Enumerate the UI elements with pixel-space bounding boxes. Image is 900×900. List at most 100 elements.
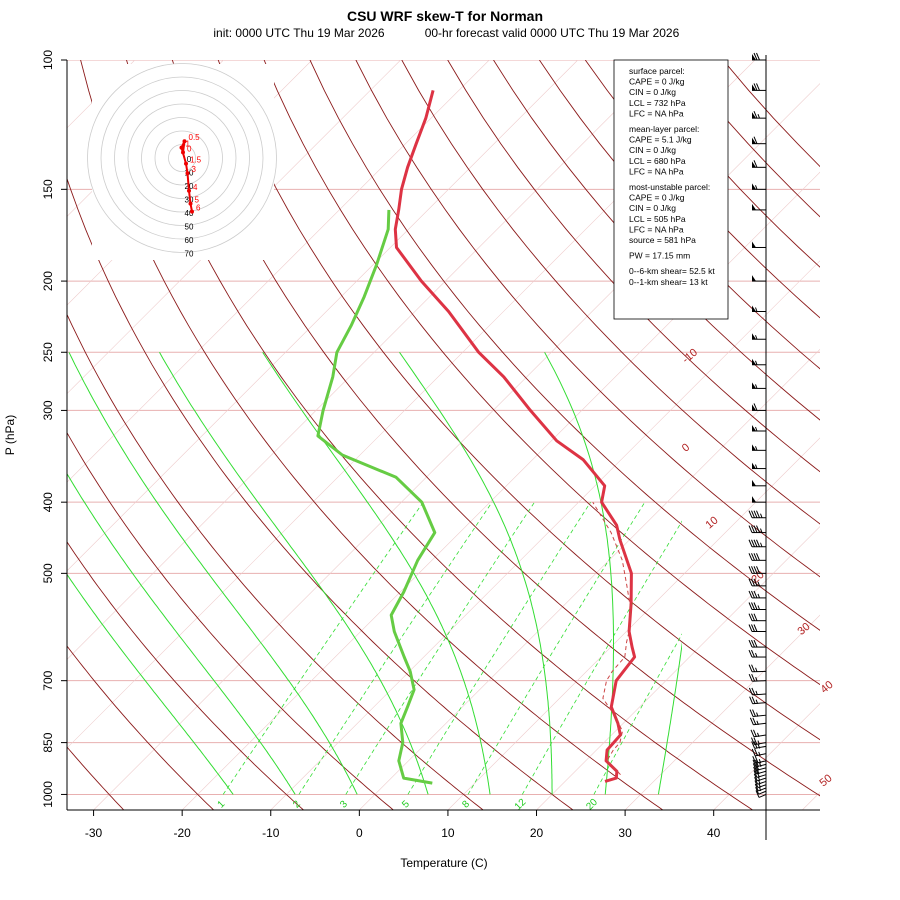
parcel-info-line: LCL = 732 hPa: [629, 98, 686, 108]
moist-adiabat: [67, 573, 234, 795]
dewpoint-profile: [316, 209, 437, 785]
skew-guide-line: [447, 437, 820, 810]
parcel-info-line: most-unstable parcel:: [629, 182, 710, 192]
hodograph-ring: [154, 130, 210, 186]
skew-guide-line: [536, 526, 820, 810]
wind-barb: [748, 664, 767, 673]
hodograph-point-label: 5: [195, 196, 200, 205]
wind-barb: [752, 358, 766, 366]
wind-barb: [748, 539, 766, 548]
wind-barb: [752, 52, 766, 61]
hodograph-point-label: 0.5: [189, 133, 201, 142]
wind-barb: [749, 717, 767, 726]
parcel-info-line: LFC = NA hPa: [629, 166, 684, 176]
y-tick-label: 150: [41, 179, 55, 199]
y-tick-label: 1000: [41, 781, 55, 808]
wind-barb: [749, 709, 767, 718]
hodograph-ring-label: 0: [187, 155, 192, 164]
hodograph-point: [184, 161, 188, 166]
moist-adiabat: [657, 641, 682, 795]
wind-barbs: [748, 52, 767, 840]
hodograph-point-label: 6: [196, 204, 201, 213]
wind-barb: [752, 462, 766, 470]
moist-adiabat: [262, 352, 491, 795]
y-tick-label: 500: [41, 563, 55, 583]
chart-subtitle-init: init: 0000 UTC Thu 19 Mar 2026: [213, 26, 385, 40]
dry-adiabat: [401, 60, 820, 525]
moist-adiabat: [159, 352, 429, 795]
mixing-ratio-line: [407, 501, 591, 795]
profile-clip: [316, 90, 637, 785]
y-tick-label: 200: [41, 271, 55, 291]
wind-barb: [754, 777, 767, 785]
hodograph-point: [181, 150, 185, 155]
x-tick-label: 30: [618, 826, 632, 840]
x-tick-label: -10: [262, 826, 280, 840]
wind-barb: [752, 183, 766, 190]
hodograph-ring-label: 60: [185, 236, 194, 245]
hodograph-point: [190, 209, 194, 214]
y-tick-label: 850: [41, 732, 55, 752]
parcel-info-line: CIN = 0 J/kg: [629, 145, 676, 155]
parcel-info-line: CAPE = 0 J/kg: [629, 77, 685, 87]
parcel-info-line: 0--1-km shear= 13 kt: [629, 277, 708, 287]
dry-adiabat: [539, 60, 820, 370]
hodograph-point: [179, 145, 184, 150]
mixing-ratio-label: 1: [216, 799, 228, 811]
dry-adiabat: [263, 60, 820, 686]
parcel-info-line: CIN = 0 J/kg: [629, 87, 676, 97]
wind-barb: [748, 525, 766, 534]
wind-barb: [748, 553, 766, 561]
mixing-ratio-label: 5: [400, 799, 412, 811]
wind-barb: [751, 748, 767, 757]
wind-barb: [748, 624, 766, 633]
hodograph-ring: [141, 117, 223, 199]
dry-adiabat: [447, 60, 820, 473]
mixing-ratio-label: 3: [338, 799, 350, 811]
parcel-info-line: 0--6-km shear= 52.5 kt: [629, 266, 715, 276]
hodograph-point: [182, 139, 187, 144]
hodograph-ring: [100, 76, 264, 240]
y-tick-label: 400: [41, 492, 55, 512]
dry-adiabat: [67, 431, 394, 810]
isotherm-label: 50: [818, 772, 835, 789]
skew-guide-line: [624, 614, 820, 810]
parcel-info-line: PW = 17.15 mm: [629, 251, 690, 261]
wind-barb: [752, 444, 766, 451]
dry-adiabat: [126, 60, 753, 810]
moist-adiabat: [544, 352, 614, 795]
skew-guide-line: [67, 60, 667, 660]
isotherm-label: 40: [819, 679, 836, 696]
parcel-info-line: source = 581 hPa: [629, 235, 696, 245]
hodograph-point-label: 1: [186, 140, 191, 149]
chart-title: CSU WRF skew-T for Norman: [347, 8, 543, 24]
wind-barb: [752, 203, 766, 211]
y-tick-label: 250: [41, 342, 55, 362]
mixing-ratio-line: [222, 501, 424, 795]
wind-barb: [748, 578, 766, 587]
x-tick-label: -20: [173, 826, 191, 840]
isotherm-label: -10: [680, 347, 700, 366]
isotherm-label: 0: [680, 441, 692, 454]
hodograph-point-label: 0: [187, 144, 192, 153]
dry-adiabat: [309, 60, 820, 631]
dry-adiabat: [171, 60, 820, 797]
hodograph-point: [188, 201, 193, 206]
parcel-info-line: LCL = 680 hPa: [629, 156, 686, 166]
skew-guide-line: [181, 171, 820, 810]
hodograph-ring: [127, 103, 237, 213]
wind-barb: [748, 510, 766, 519]
wind-barb: [748, 566, 766, 574]
x-tick-label: 20: [530, 826, 544, 840]
x-axis-label: Temperature (C): [400, 856, 487, 870]
wind-barb: [750, 737, 767, 746]
x-tick-label: 10: [441, 826, 455, 840]
hodograph-ring: [87, 63, 277, 253]
hodograph-point-label: 4: [193, 183, 198, 192]
wind-barb: [752, 305, 766, 312]
moist-adiabats: [67, 352, 682, 795]
wind-barb: [750, 729, 767, 738]
